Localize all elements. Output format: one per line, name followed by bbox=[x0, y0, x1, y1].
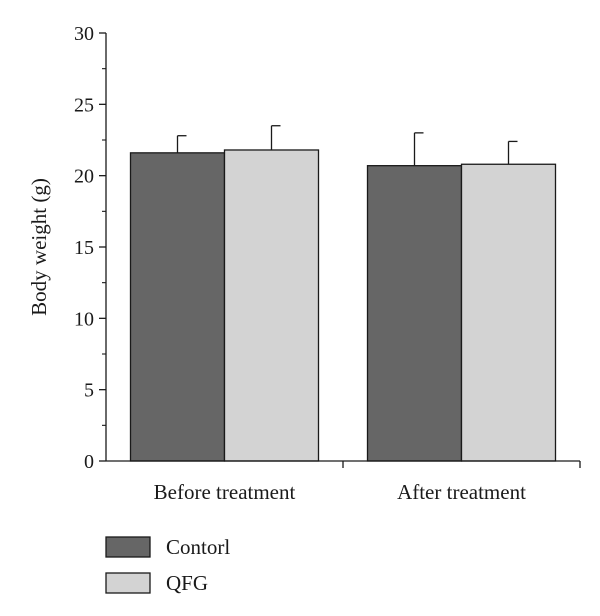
x-tick-label: After treatment bbox=[397, 480, 526, 504]
y-tick-label: 10 bbox=[74, 308, 94, 330]
y-tick-label: 20 bbox=[74, 166, 94, 188]
y-tick-label: 15 bbox=[74, 237, 94, 259]
bar bbox=[129, 152, 226, 462]
legend: Contorl QFG bbox=[105, 535, 230, 595]
legend-swatch bbox=[105, 536, 151, 558]
y-axis-label: Body weight (g) bbox=[27, 178, 51, 316]
bar bbox=[366, 165, 463, 462]
legend-swatch bbox=[105, 572, 151, 594]
y-tick-label: 30 bbox=[74, 23, 94, 45]
y-tick-label: 5 bbox=[84, 380, 94, 402]
y-axis: 0 5 10 15 20 25 30 bbox=[74, 23, 107, 473]
x-axis: Before treatment After treatment bbox=[106, 460, 581, 504]
plot-area bbox=[129, 125, 557, 462]
bar bbox=[223, 149, 320, 462]
y-tick-label: 25 bbox=[74, 94, 94, 116]
legend-label: Contorl bbox=[166, 535, 230, 559]
bar bbox=[460, 163, 557, 462]
legend-label: QFG bbox=[166, 571, 208, 595]
y-tick-label: 0 bbox=[84, 451, 94, 473]
x-tick-label: Before treatment bbox=[154, 480, 296, 504]
